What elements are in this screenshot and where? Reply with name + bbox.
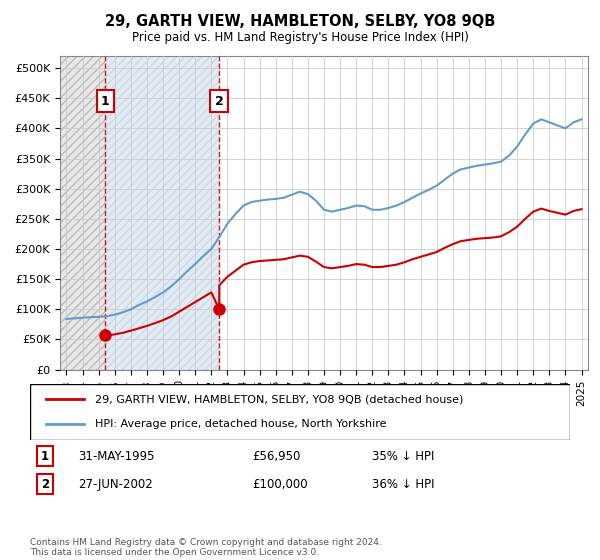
Text: 2: 2: [41, 478, 49, 491]
Text: 1: 1: [41, 450, 49, 463]
Text: 36% ↓ HPI: 36% ↓ HPI: [372, 478, 434, 491]
Text: 2: 2: [215, 95, 224, 108]
Text: Price paid vs. HM Land Registry's House Price Index (HPI): Price paid vs. HM Land Registry's House …: [131, 31, 469, 44]
Text: £100,000: £100,000: [252, 478, 308, 491]
Text: 27-JUN-2002: 27-JUN-2002: [78, 478, 153, 491]
Text: £56,950: £56,950: [252, 450, 301, 463]
FancyBboxPatch shape: [30, 384, 570, 440]
Text: 29, GARTH VIEW, HAMBLETON, SELBY, YO8 9QB (detached house): 29, GARTH VIEW, HAMBLETON, SELBY, YO8 9Q…: [95, 394, 463, 404]
Text: Contains HM Land Registry data © Crown copyright and database right 2024.
This d: Contains HM Land Registry data © Crown c…: [30, 538, 382, 557]
Text: 31-MAY-1995: 31-MAY-1995: [78, 450, 155, 463]
Text: HPI: Average price, detached house, North Yorkshire: HPI: Average price, detached house, Nort…: [95, 419, 386, 429]
Text: 29, GARTH VIEW, HAMBLETON, SELBY, YO8 9QB: 29, GARTH VIEW, HAMBLETON, SELBY, YO8 9Q…: [105, 14, 495, 29]
Text: 35% ↓ HPI: 35% ↓ HPI: [372, 450, 434, 463]
Text: 1: 1: [101, 95, 110, 108]
